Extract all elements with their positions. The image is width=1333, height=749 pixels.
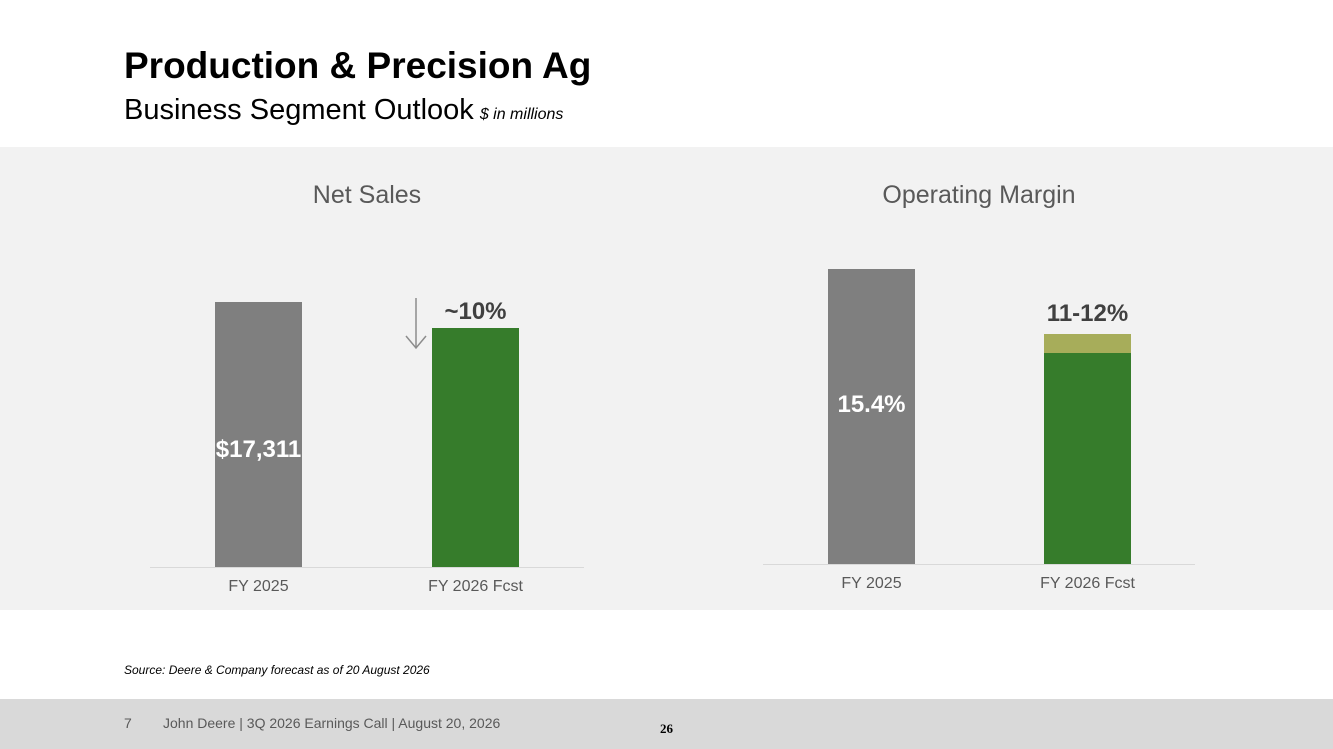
operating-margin-axis [763,564,1195,565]
net-sales-change-fy2026: ~10% [444,298,507,325]
page-title: Production & Precision Ag [124,45,592,86]
footer-bar [0,699,1333,749]
footer-text: John Deere | 3Q 2026 Earnings Call | Aug… [163,715,501,731]
net-sales-axis [150,567,584,568]
operating-margin-bar-fy2025 [828,269,915,564]
operating-margin-value-fy2025: 15.4% [837,391,906,418]
net-sales-bar-fy2025 [215,302,302,567]
operating-margin-bar-fy2026-range [1044,334,1131,353]
subtitle-row: Business Segment Outlook $ in millions [124,92,563,133]
operating-margin-title: Operating Margin [882,181,1076,209]
charts-panel [0,147,1333,610]
down-arrow-icon [405,298,427,350]
net-sales-cat-fy2025: FY 2025 [228,578,289,595]
units-note: $ in millions [479,106,564,123]
net-sales-value-fy2025: $17,311 [215,436,302,463]
net-sales-bar-fy2026 [432,328,519,567]
slide-number: 7 [124,715,132,731]
page-subtitle: Business Segment Outlook [124,94,474,126]
source-note: Source: Deere & Company forecast as of 2… [124,663,430,677]
operating-margin-cat-fy2026: FY 2026 Fcst [1040,575,1135,592]
net-sales-title: Net Sales [312,181,422,209]
page-number: 26 [660,721,673,736]
operating-margin-cat-fy2025: FY 2025 [841,575,902,592]
operating-margin-value-fy2026: 11-12% [1046,300,1129,327]
net-sales-cat-fy2026: FY 2026 Fcst [428,578,523,595]
operating-margin-bar-fy2026-low [1044,353,1131,564]
